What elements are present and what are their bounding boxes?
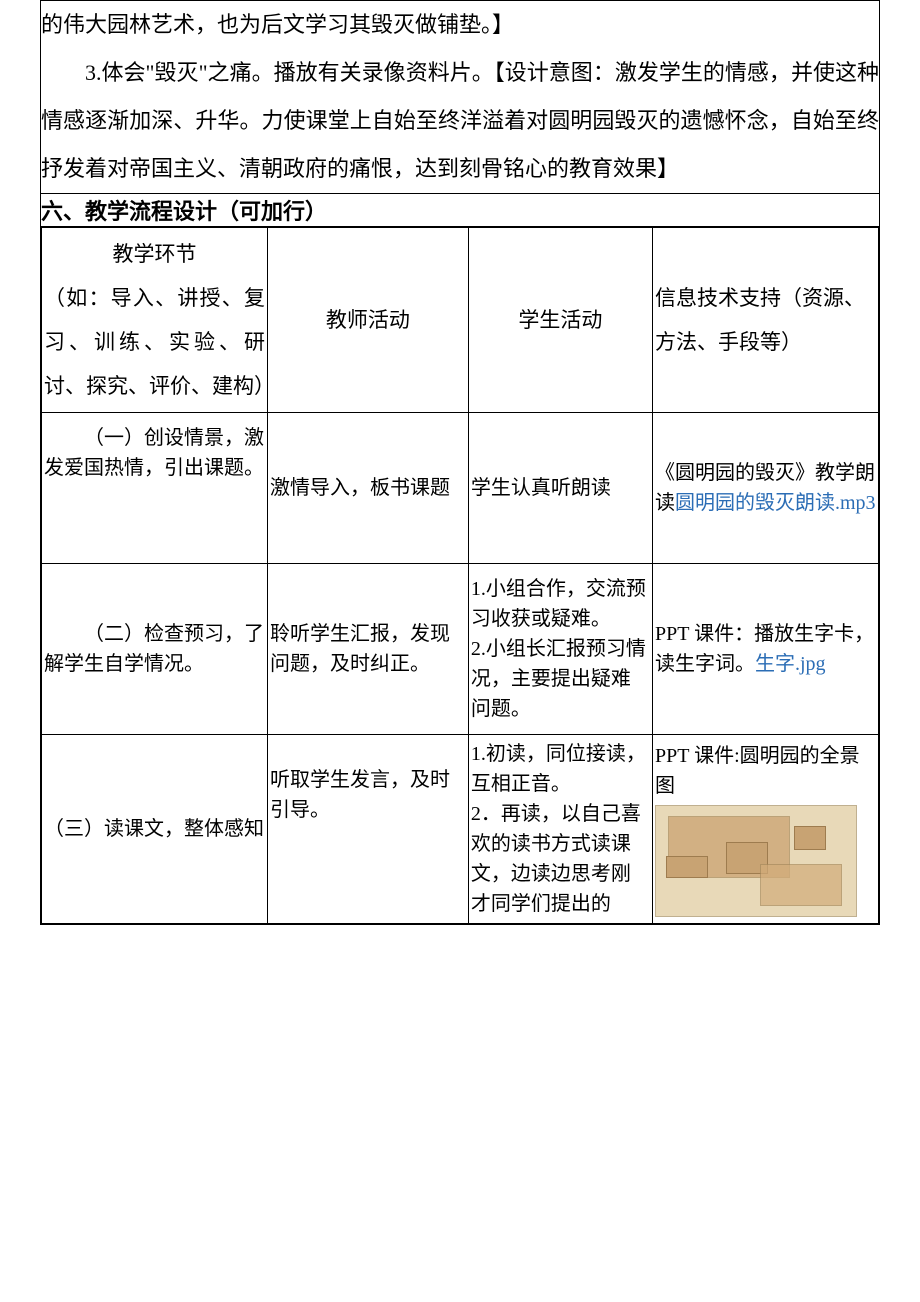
section-heading-cell: 六、教学流程设计（可加行）	[41, 194, 880, 227]
table-row: （二）检查预习，了解学生自学情况。 聆听学生汇报，发现问题，及时纠正。 1.小组…	[42, 564, 879, 735]
table-row: （三）读课文，整体感知 听取学生发言，及时引导。 1.初读，同位接读，互相正音。…	[42, 735, 879, 924]
row3-col1: （三）读课文，整体感知	[42, 735, 268, 924]
row3-col3-a: 1.初读，同位接读，互相正音。	[471, 739, 650, 799]
page: 的伟大园林艺术，也为后文学习其毁灭做铺垫。】 3.体会"毁灭"之痛。播放有关录像…	[0, 0, 920, 925]
row3-col3-b: 2．再读，以自己喜欢的读书方式读课文，边读边思考刚才同学们提出的	[471, 799, 650, 919]
row1-col1-text: （一）创设情景，激发爱国热情，引出课题。	[44, 423, 265, 483]
row3-col1-text: （三）读课文，整体感知	[44, 814, 265, 844]
hdr-col4: 信息技术支持（资源、方法、手段等）	[652, 228, 878, 413]
row1-col4: 《圆明园的毁灭》教学朗读圆明园的毁灭朗读.mp3	[652, 413, 878, 564]
row1-col4-link[interactable]: 圆明园的毁灭朗读.mp3	[675, 492, 876, 514]
section-heading: 六、教学流程设计（可加行）	[41, 194, 879, 226]
row3-col4-pre: PPT 课件:圆明园的全景图	[655, 741, 876, 801]
row2-col4: PPT 课件：播放生字卡，读生字词。生字.jpg	[652, 564, 878, 735]
intro-line1: 的伟大园林艺术，也为后文学习其毁灭做铺垫。】	[41, 1, 879, 49]
flow-table-cell: 教学环节 （如：导入、讲授、复习、训练、实验、研讨、探究、评价、建构） 教师活动…	[41, 227, 880, 925]
hdr-col1: 教学环节 （如：导入、讲授、复习、训练、实验、研讨、探究、评价、建构）	[42, 228, 268, 413]
table-row: （一）创设情景，激发爱国热情，引出课题。 激情导入，板书课题 学生认真听朗读 《…	[42, 413, 879, 564]
outer-table: 的伟大园林艺术，也为后文学习其毁灭做铺垫。】 3.体会"毁灭"之痛。播放有关录像…	[40, 0, 880, 925]
map-block	[666, 856, 708, 878]
row3-col4: PPT 课件:圆明园的全景图	[652, 735, 878, 924]
row2-col1-text: （二）检查预习，了解学生自学情况。	[44, 619, 265, 679]
row1-col1: （一）创设情景，激发爱国热情，引出课题。	[42, 413, 268, 564]
row3-col3: 1.初读，同位接读，互相正音。 2．再读，以自己喜欢的读书方式读课文，边读边思考…	[468, 735, 652, 924]
row2-col2: 聆听学生汇报，发现问题，及时纠正。	[267, 564, 468, 735]
row2-col1: （二）检查预习，了解学生自学情况。	[42, 564, 268, 735]
flow-table: 教学环节 （如：导入、讲授、复习、训练、实验、研讨、探究、评价、建构） 教师活动…	[41, 227, 879, 924]
map-block	[726, 842, 768, 874]
intro-cell: 的伟大园林艺术，也为后文学习其毁灭做铺垫。】 3.体会"毁灭"之痛。播放有关录像…	[41, 1, 880, 194]
row2-col4-link[interactable]: 生字.jpg	[755, 653, 826, 675]
intro-para2: 3.体会"毁灭"之痛。播放有关录像资料片。【设计意图：激发学生的情感，并使这种情…	[41, 49, 879, 193]
row3-col2: 听取学生发言，及时引导。	[267, 735, 468, 924]
hdr-col3: 学生活动	[468, 228, 652, 413]
hdr-col1-line2: （如：导入、讲授、复习、训练、实验、研讨、探究、评价、建构）	[44, 276, 265, 408]
map-block	[794, 826, 826, 850]
hdr-col1-line1: 教学环节	[44, 232, 265, 276]
row2-col3: 1.小组合作，交流预习收获或疑难。 2.小组长汇报预习情况，主要提出疑难问题。	[468, 564, 652, 735]
hdr-col2: 教师活动	[267, 228, 468, 413]
row2-col3-a: 1.小组合作，交流预习收获或疑难。	[471, 574, 650, 634]
row1-col3: 学生认真听朗读	[468, 413, 652, 564]
table-header-row: 教学环节 （如：导入、讲授、复习、训练、实验、研讨、探究、评价、建构） 教师活动…	[42, 228, 879, 413]
row2-col3-b: 2.小组长汇报预习情况，主要提出疑难问题。	[471, 634, 650, 724]
row1-col2: 激情导入，板书课题	[267, 413, 468, 564]
yuanmingyuan-map-image	[655, 805, 857, 917]
